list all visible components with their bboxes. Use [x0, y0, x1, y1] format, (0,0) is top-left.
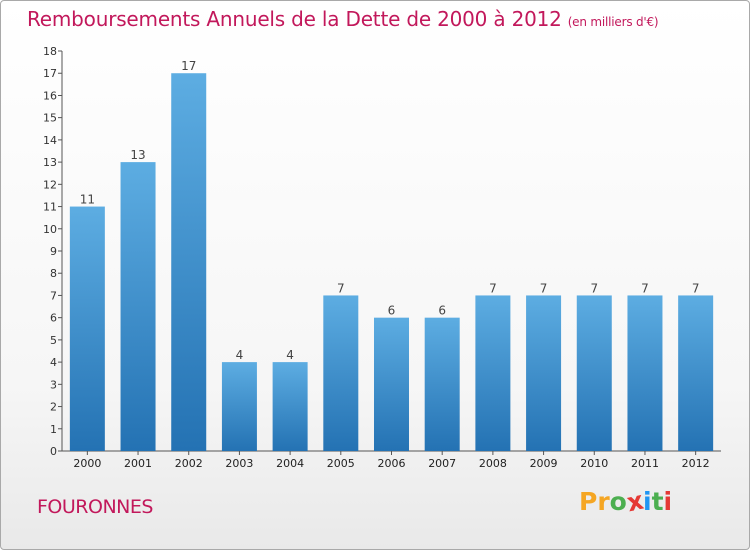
- x-tick-label: 2009: [530, 457, 558, 470]
- data-label: 4: [236, 348, 244, 362]
- bar-2012: [678, 295, 714, 451]
- logo-letter: o: [609, 487, 627, 516]
- x-tick-label: 2010: [580, 457, 608, 470]
- bar-2000: [69, 206, 105, 451]
- y-tick-label: 7: [50, 289, 57, 302]
- y-tick-label: 18: [43, 45, 57, 58]
- bar-2004: [272, 362, 308, 451]
- y-tick-label: 6: [50, 312, 57, 325]
- x-tick-label: 2000: [73, 457, 101, 470]
- bar-2008: [475, 295, 511, 451]
- data-label: 7: [641, 281, 649, 295]
- y-tick-label: 15: [43, 112, 57, 125]
- bar-2001: [120, 162, 156, 451]
- bar-2011: [627, 295, 663, 451]
- y-tick-label: 12: [43, 178, 57, 191]
- data-label: 7: [337, 281, 345, 295]
- y-tick-label: 16: [43, 89, 57, 102]
- data-label: 11: [80, 193, 95, 207]
- commune-name: FOURONNES: [37, 496, 153, 518]
- x-tick-label: 2003: [225, 457, 253, 470]
- bar-2005: [323, 295, 359, 451]
- data-label: 7: [540, 281, 548, 295]
- x-tick-label: 2005: [327, 457, 355, 470]
- data-label: 6: [438, 304, 446, 318]
- bar-2003: [221, 362, 257, 451]
- x-tick-label: 2001: [124, 457, 152, 470]
- logo-letter: i: [643, 487, 652, 516]
- logo-letter: P: [579, 487, 598, 516]
- chart-title-text: Remboursements Annuels de la Dette de 20…: [27, 7, 562, 31]
- logo-letter: t: [651, 487, 664, 516]
- x-tick-label: 2012: [682, 457, 710, 470]
- y-tick-label: 0: [50, 445, 57, 458]
- x-tick-label: 2002: [175, 457, 203, 470]
- data-label: 4: [286, 348, 294, 362]
- bar-2002: [171, 73, 207, 451]
- bar-2007: [424, 317, 460, 451]
- chart-unit: (en milliers d'€): [567, 15, 659, 29]
- y-tick-label: 11: [43, 201, 57, 214]
- y-tick-label: 10: [43, 223, 57, 236]
- y-tick-label: 17: [43, 67, 57, 80]
- logo-letter: r: [597, 487, 610, 516]
- data-label: 7: [590, 281, 598, 295]
- chart-title: Remboursements Annuels de la Dette de 20…: [27, 7, 659, 31]
- bar-2010: [576, 295, 612, 451]
- y-tick-label: 4: [50, 356, 57, 369]
- y-tick-label: 14: [43, 134, 57, 147]
- data-label: 7: [489, 281, 497, 295]
- bar-2006: [374, 317, 409, 451]
- y-tick-label: 1: [50, 423, 57, 436]
- y-tick-label: 13: [43, 156, 57, 169]
- data-label: 13: [130, 148, 145, 162]
- x-tick-label: 2011: [631, 457, 659, 470]
- y-tick-label: 3: [50, 378, 57, 391]
- logo-letter: i: [663, 487, 673, 516]
- chart-data-labels: 11 13 17 4 4 7 6 6 7 7 7 7 7: [80, 59, 700, 362]
- y-tick-label: 2: [50, 401, 57, 414]
- y-tick-label: 8: [50, 267, 57, 280]
- data-label: 17: [181, 59, 196, 73]
- y-tick-label: 9: [50, 245, 57, 258]
- x-tick-label: 2006: [378, 457, 406, 470]
- proxiti-logo: Proxiti: [579, 486, 673, 518]
- x-tick-label: 2004: [276, 457, 304, 470]
- x-tick-label: 2008: [479, 457, 507, 470]
- bar-2009: [526, 295, 562, 451]
- x-tick-label: 2007: [428, 457, 456, 470]
- chart-bars: [69, 73, 714, 451]
- data-label: 7: [692, 281, 700, 295]
- y-tick-label: 5: [50, 334, 57, 347]
- data-label: 6: [388, 304, 396, 318]
